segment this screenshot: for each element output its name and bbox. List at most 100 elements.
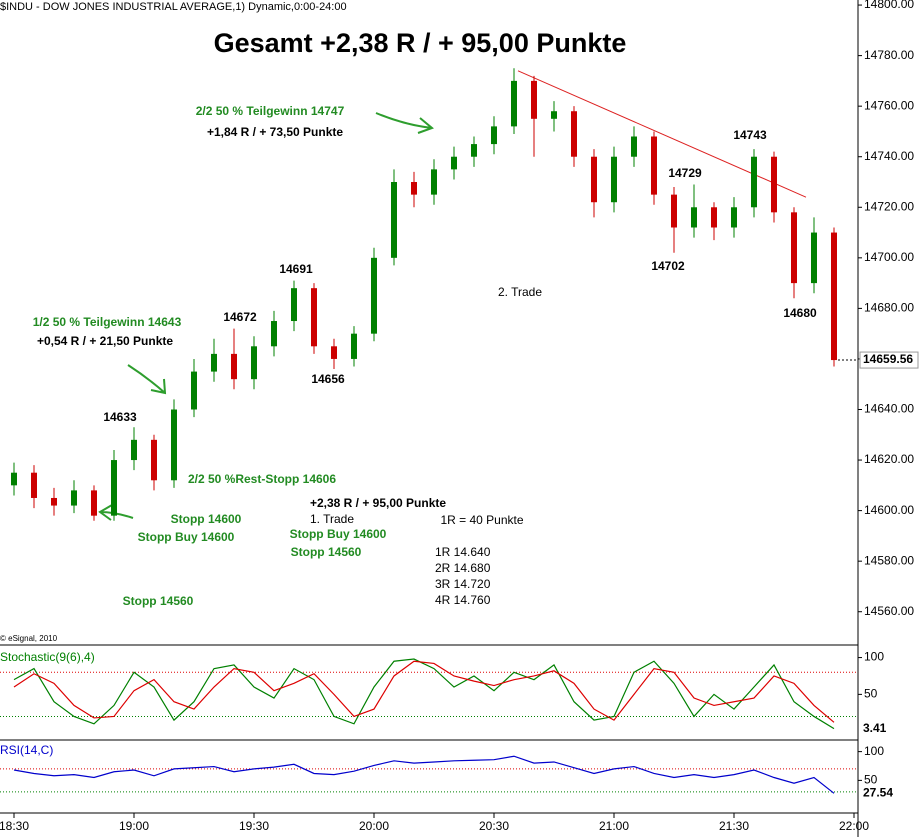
y-tick-label: 14760.00 [864, 98, 914, 112]
candle-body [291, 288, 297, 322]
last-value-box [859, 351, 919, 369]
candle-body [411, 182, 417, 195]
candle-body [71, 490, 77, 506]
x-tick-label: 19:00 [119, 819, 149, 833]
x-tick-label: 20:00 [359, 819, 389, 833]
candle-body [511, 80, 517, 127]
annotation: 2/2 50 %Rest-Stopp 14606 [188, 472, 336, 486]
y-tick-label: 100 [864, 650, 884, 664]
annotation: 14743 [733, 128, 767, 142]
candle-body [711, 207, 717, 228]
arrows [98, 112, 434, 521]
candle-body [771, 156, 777, 213]
annotation: 14702 [651, 259, 685, 273]
annotation: 1. Trade [310, 512, 354, 526]
candle-body [811, 232, 817, 284]
arrow [127, 364, 167, 395]
candle-body [211, 353, 217, 372]
y-tick-label: 14680.00 [864, 301, 914, 315]
x-tick-label: 18:30 [0, 819, 29, 833]
y-tick-label: 14720.00 [864, 199, 914, 213]
y-tick-label: 50 [864, 773, 878, 787]
candle-body [111, 460, 117, 516]
y-tick-label: 14560.00 [864, 604, 914, 618]
candle-body [191, 371, 197, 410]
candle-body [651, 136, 657, 195]
x-tick-label: 22:00 [839, 819, 869, 833]
last-value-label: 27.54 [863, 785, 893, 799]
candle-body [831, 232, 837, 361]
x-tick-label: 21:30 [719, 819, 749, 833]
annotation: 2/2 50 % Teilgewinn 14747 [196, 104, 345, 118]
candle-body [171, 409, 177, 481]
candle-body [571, 111, 577, 157]
arrow [375, 112, 434, 134]
candle-body [11, 472, 17, 486]
indicator-line [13, 658, 835, 730]
candle-body [791, 212, 797, 284]
annotation: Stopp Buy 14600 [290, 527, 387, 541]
last-value-box [860, 785, 900, 802]
annotation: 2. Trade [498, 285, 542, 299]
y-tick-label: 100 [864, 744, 884, 758]
annotation: 14729 [668, 166, 702, 180]
last-value-label: 3.41 [863, 721, 887, 735]
last-value-box [860, 720, 900, 737]
annotation: Stopp Buy 14600 [138, 530, 235, 544]
candle-body [551, 111, 557, 119]
candle-body [351, 333, 357, 359]
annotation: 3R 14.720 [435, 577, 491, 591]
annotation: 14656 [311, 372, 345, 386]
candle-body [91, 490, 97, 516]
y-tick-label: 14700.00 [864, 250, 914, 264]
candle-body [471, 144, 477, 157]
candle-body [331, 346, 337, 359]
last-value-label: 14659.56 [863, 352, 913, 366]
y-tick-label: 14580.00 [864, 553, 914, 567]
candle-body [271, 321, 277, 347]
candle-body [371, 257, 377, 334]
annotation: +1,84 R / + 73,50 Punkte [207, 125, 343, 139]
candle-body [391, 182, 397, 258]
candle-body [731, 207, 737, 228]
candle-body [251, 346, 257, 380]
candle-body [311, 288, 317, 347]
annotation: 1R 14.640 [435, 545, 491, 559]
annotation: 14633 [103, 410, 137, 424]
chart-title: $INDU - DOW JONES INDUSTRIAL AVERAGE,1) … [0, 1, 347, 13]
candle-body [671, 194, 677, 228]
annotation: 4R 14.760 [435, 593, 491, 607]
candle-body [131, 439, 137, 461]
candle-body [751, 156, 757, 208]
indicator-line [13, 660, 835, 723]
panel-title: Stochastic(9(6),4) [0, 650, 95, 664]
candle-body [631, 136, 637, 157]
annotation: 14680 [783, 306, 817, 320]
trendline [517, 70, 807, 198]
credit: © eSignal, 2010 [0, 634, 58, 643]
candle-body [611, 156, 617, 203]
y-tick-label: 14800.00 [864, 0, 914, 11]
candle-body [151, 439, 157, 481]
y-tick-label: 14740.00 [864, 149, 914, 163]
annotation: Gesamt +2,38 R / + 95,00 Punkte [214, 28, 627, 58]
x-tick-label: 21:00 [599, 819, 629, 833]
y-tick-label: 14600.00 [864, 503, 914, 517]
annotation: Stopp 14600 [171, 512, 242, 526]
y-tick-label: 50 [864, 687, 878, 701]
annotation: 2R 14.680 [435, 561, 491, 575]
y-tick-label: 14780.00 [864, 48, 914, 62]
annotation: 14691 [279, 262, 313, 276]
candle-body [51, 497, 57, 506]
annotation: 1/2 50 % Teilgewinn 14643 [33, 315, 182, 329]
candle-body [31, 472, 37, 498]
annotation: 1R = 40 Punkte [440, 513, 523, 527]
panel-title: RSI(14,C) [0, 743, 53, 757]
candle-body [531, 80, 537, 119]
candle-body [591, 156, 597, 203]
annotation: +2,38 R / + 95,00 Punkte [310, 496, 446, 510]
annotation: Stopp 14560 [123, 594, 194, 608]
candle-body [231, 353, 237, 380]
